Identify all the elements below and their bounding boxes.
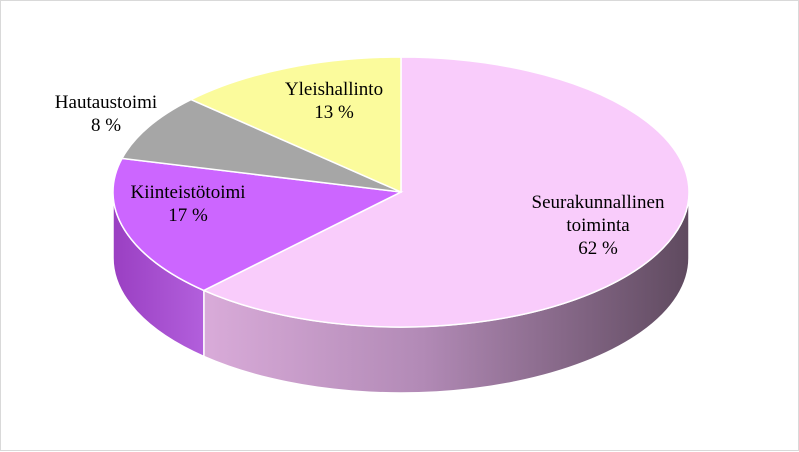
pie-labels: Seurakunnallinen toiminta 62 % Kiinteistöto…	[55, 79, 665, 259]
label-line: 17 %	[168, 205, 208, 226]
label-kiinteistotoimi: Kiinteistötoimi 17 %	[130, 182, 245, 226]
label-line: 62 %	[578, 238, 618, 259]
label-line: Yleishallinto	[285, 79, 383, 100]
pie-slice-seurakunnallinen-toiminta	[202, 56, 690, 328]
label-hautaustoimi: Hautaustoimi 8 %	[55, 92, 157, 136]
label-seurakunnallinen-toiminta: Seurakunnallinen toiminta 62 %	[532, 192, 665, 259]
label-line: toiminta	[566, 215, 630, 236]
label-line: Hautaustoimi	[55, 92, 157, 113]
pie-slice-kiinteistotoimi	[112, 157, 404, 292]
label-line: Kiinteistötoimi	[130, 182, 245, 203]
label-line: 8 %	[91, 115, 121, 136]
pie-slice-yleishallinto	[189, 56, 402, 194]
label-yleishallinto: Yleishallinto 13 %	[285, 79, 383, 123]
label-line: 13 %	[314, 102, 354, 123]
pie-tops	[112, 56, 690, 328]
label-line: Seurakunnallinen	[532, 192, 665, 213]
pie-slice-hautaustoimi	[120, 98, 402, 193]
